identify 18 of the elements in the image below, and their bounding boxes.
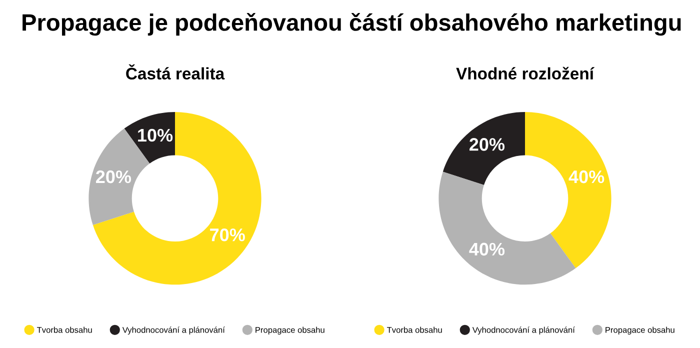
legend-label: Tvorba obsahu bbox=[386, 326, 442, 333]
data-label: 20% bbox=[470, 138, 505, 151]
legend-label: Propagace obsahu bbox=[606, 326, 674, 335]
data-label: 20% bbox=[96, 170, 132, 184]
data-label: 40% bbox=[469, 242, 505, 256]
donut-slice bbox=[92, 112, 262, 285]
chart-subtitle: Častá realita bbox=[126, 64, 225, 80]
legend-label: Propagace obsahu bbox=[256, 326, 324, 335]
data-label: 40% bbox=[568, 170, 604, 184]
donut-slice bbox=[442, 112, 525, 186]
legend-label: Vyhodnocování a plánování bbox=[472, 326, 575, 335]
chart-subtitle: Vhodné rozložení bbox=[456, 66, 594, 80]
donut-slice bbox=[525, 112, 612, 268]
chart-title: Propagace je podceňovanou částí obsahového marketingu bbox=[22, 13, 681, 36]
data-label: 70% bbox=[210, 228, 245, 242]
legend-label: Vyhodnocování a plánování bbox=[122, 326, 225, 335]
data-label: 10% bbox=[138, 128, 173, 142]
legend-label: Tvorba obsahu bbox=[36, 326, 92, 333]
